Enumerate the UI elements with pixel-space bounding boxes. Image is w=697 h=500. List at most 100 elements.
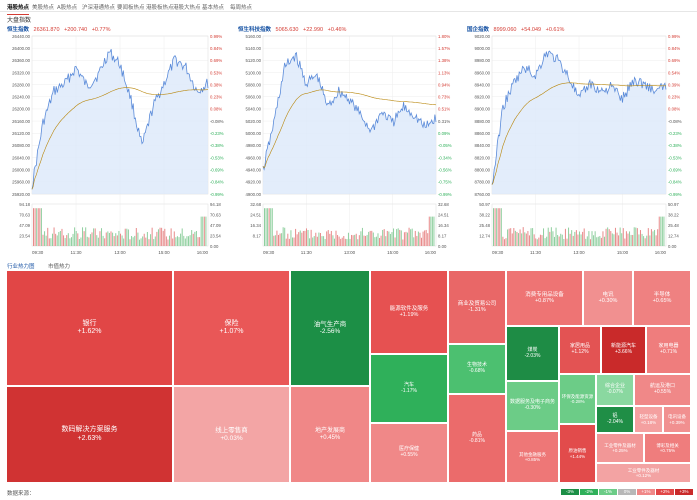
y-tick-label: 25920.00 [12,192,31,197]
tile[interactable]: 煤炭 -2.03% [506,326,559,381]
volume-bar [644,238,646,246]
tab-industry-heatmap[interactable]: 行业热力图 [7,264,35,272]
tile-name: 医疗保健 [398,446,419,453]
tile[interactable]: 商业及贸易公司 -1.31% [448,270,506,344]
volume-bar [301,232,303,246]
tab-7[interactable]: 基本热点 [202,5,225,11]
tile[interactable]: 汽车 -1.17% [370,354,448,423]
tile[interactable]: 数据服务及电子商务 -0.30% [506,381,559,431]
volume-bar [296,234,298,246]
volume-bar [564,228,566,246]
tile[interactable]: 半导体 +0.65% [633,270,691,326]
volume-bar [496,208,498,246]
tile[interactable]: 航运及港口 +0.55% [634,374,691,406]
tile[interactable]: 能源软件及服务 +1.19% [370,270,448,354]
tile[interactable]: 线上零售商 +0.03% [173,386,290,483]
volume-tick-label: 50.97 [479,202,490,207]
tile[interactable]: 工业零件及器材 +0.25% [596,433,644,463]
volume-bar [622,228,624,246]
tab-2[interactable]: A股热点 [57,5,78,11]
tile[interactable]: 保险 +1.07% [173,270,290,386]
volume-bar [530,228,532,246]
tile[interactable]: 其他金融服务 +0.85% [506,431,559,483]
y-tick-label: 5080.00 [245,82,261,87]
tab-0[interactable]: 港股热点 [7,5,30,15]
y-tick-label: 8880.00 [474,119,490,124]
tile[interactable]: 生物技术 -0.68% [448,344,506,394]
volume-bar [405,231,407,246]
volume-bar [126,228,128,246]
volume-bar [602,231,604,246]
volume-bar [621,233,623,246]
chart-panel-hsi[interactable]: 恒生指数 26361.870 +200.740 +0.77% 26440.00 0… [7,25,232,257]
volume-bar [123,238,125,246]
volume-bar [532,228,534,246]
tile[interactable]: 医疗保健 +0.55% [370,423,448,483]
volume-bar [431,216,433,246]
tile[interactable]: 地产发展商 +0.45% [290,386,370,483]
volume-bar [200,216,202,246]
tab-1[interactable]: 美股热点 [32,5,55,11]
price-line [31,49,209,190]
volume-bar [569,233,571,246]
volume-bar [124,228,126,246]
volume-bar [538,237,540,246]
tile[interactable]: 电讯 +0.30% [583,270,633,326]
tile[interactable]: 新能源汽车 +3.66% [601,326,646,374]
volume-bar [55,233,57,246]
volume-bar [351,234,353,246]
tile[interactable]: 银行 +1.62% [6,270,173,386]
tab-4[interactable]: 要闻板热点 [117,5,145,11]
tile[interactable]: 综合企业 -0.07% [596,374,634,406]
volume-bar [499,208,501,246]
volume-bar [366,234,368,246]
tab-marketcap-heatmap[interactable]: 市值热力 [48,264,71,270]
tile-value: +0.65% [652,298,672,304]
volume-bar [358,235,360,246]
tab-3[interactable]: 沪深港通热点 [82,5,116,11]
tile[interactable]: 消费专用品设备 +0.87% [506,270,583,326]
tile[interactable]: 电讯设备 +0.39% [663,406,691,433]
tile[interactable]: 工业零件及器材 +0.12% [596,463,691,483]
y-pct-label: 0.08% [210,107,222,112]
chart-header: 国企指数 8999.060 +54.049 +0.61% [467,25,567,34]
tile[interactable]: 轻型设备 +0.18% [634,406,663,433]
volume-tick-label: 25.48 [668,223,679,228]
tab-8[interactable]: 每周热点 [230,5,253,11]
volume-bar [195,231,197,246]
tile[interactable]: 家居用品 +1.12% [559,326,601,374]
volume-bar [85,227,87,246]
chart-panel-hscei[interactable]: 国企指数 8999.060 +54.049 +0.61% 9020.00 0.99… [467,25,690,257]
y-tick-label: 4940.00 [245,167,261,172]
chart-panel-hstech[interactable]: 恒生科技指数 5065.630 +22.990 +0.46% 5160.00 1.… [238,25,460,257]
y-pct-label: -0.84% [210,180,224,185]
y-tick-label: 5040.00 [245,107,261,112]
volume-bar [188,236,190,246]
volume-bar [577,234,579,246]
volume-bar [391,232,393,246]
tile-name: 工业零件及器材 [604,442,636,448]
tab-5[interactable]: 港股板热点 [146,5,174,11]
volume-tick-label: 8.17 [253,233,262,238]
volume-bar [397,228,399,246]
tile[interactable]: 原油销售 +1.44% [559,424,596,483]
tile[interactable]: 铝 -2.04% [596,406,634,433]
y-pct-label: 0.54% [668,70,680,75]
tile[interactable]: 药品 -0.81% [448,394,506,483]
volume-tick-label: 50.97 [668,202,679,207]
tile[interactable]: 家用电器 +0.71% [646,326,691,374]
tile[interactable]: 环保及能源资源 -0.28% [559,374,596,424]
volume-bar [326,231,328,246]
tile[interactable]: 博彩及相关 +0.75% [644,433,691,463]
tile[interactable]: 数码解决方案服务 +2.63% [6,386,173,483]
tab-6[interactable]: 港股大热点 [173,5,201,11]
tile[interactable]: 油气生产商 -2.56% [290,270,370,386]
volume-bar [172,238,174,246]
y-tick-label: 26360.00 [12,58,31,63]
volume-tick-label: 70.63 [19,212,30,217]
volume-bar [88,237,90,246]
volume-tick-label: 0.00 [210,244,219,249]
volume-bar [72,233,74,246]
volume-bar [75,230,77,246]
volume-bar [113,236,115,246]
